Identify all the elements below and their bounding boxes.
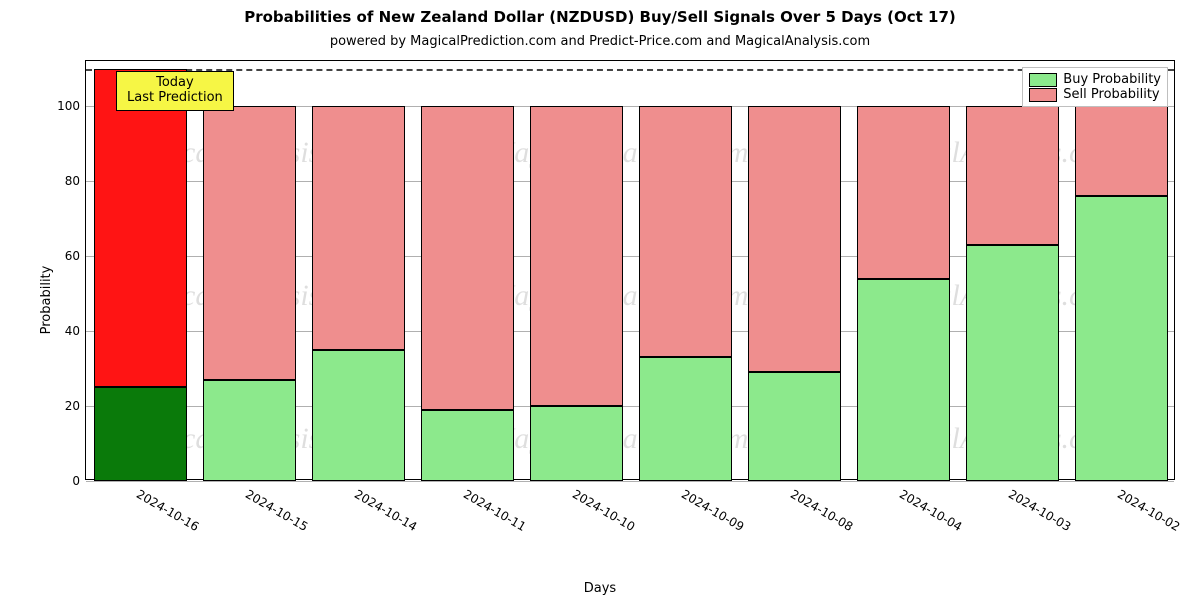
- legend-swatch: [1029, 88, 1057, 102]
- y-tick: 80: [65, 174, 80, 188]
- sell-bar: [530, 106, 624, 406]
- figure: Probabilities of New Zealand Dollar (NZD…: [0, 0, 1200, 600]
- sell-bar: [421, 106, 515, 410]
- chart-title: Probabilities of New Zealand Dollar (NZD…: [0, 8, 1200, 26]
- annotation-line2: Last Prediction: [127, 90, 223, 105]
- x-tick: 2024-10-09: [679, 487, 746, 534]
- annotation-line1: Today: [156, 75, 194, 90]
- y-axis-label: Probability: [39, 266, 54, 335]
- buy-bar: [530, 406, 624, 481]
- plot-area: MagicalAnalysis.comMagicalAnalysis.comMa…: [85, 60, 1175, 480]
- buy-bar: [639, 357, 733, 481]
- buy-bar: [94, 387, 188, 481]
- buy-bar: [1075, 196, 1169, 481]
- x-tick: 2024-10-02: [1115, 487, 1182, 534]
- sell-bar: [748, 106, 842, 372]
- sell-bar: [639, 106, 733, 357]
- y-tick: 20: [65, 399, 80, 413]
- sell-bar: [857, 106, 951, 279]
- y-tick: 40: [65, 324, 80, 338]
- buy-bar: [966, 245, 1060, 481]
- sell-bar: [966, 106, 1060, 245]
- y-tick: 100: [57, 99, 80, 113]
- x-axis-label: Days: [0, 581, 1200, 596]
- sell-bar: [312, 106, 406, 350]
- legend-label: Buy Probability: [1063, 72, 1161, 87]
- gridline: [86, 481, 1174, 482]
- legend-item: Buy Probability: [1029, 72, 1161, 87]
- y-tick: 60: [65, 249, 80, 263]
- legend-label: Sell Probability: [1063, 87, 1159, 102]
- x-tick: 2024-10-08: [788, 487, 855, 534]
- legend-item: Sell Probability: [1029, 87, 1161, 102]
- buy-bar: [312, 350, 406, 481]
- today-annotation: Today Last Prediction: [116, 71, 234, 111]
- x-tick: 2024-10-03: [1006, 487, 1073, 534]
- x-tick: 2024-10-16: [134, 487, 201, 534]
- buy-bar: [421, 410, 515, 481]
- bars-layer: [86, 61, 1174, 479]
- x-tick: 2024-10-04: [897, 487, 964, 534]
- sell-bar: [203, 106, 297, 380]
- buy-bar: [203, 380, 297, 481]
- x-tick: 2024-10-10: [570, 487, 637, 534]
- x-tick: 2024-10-14: [352, 487, 419, 534]
- chart-subtitle: powered by MagicalPrediction.com and Pre…: [0, 34, 1200, 49]
- y-tick: 0: [72, 474, 80, 488]
- legend-swatch: [1029, 73, 1057, 87]
- x-tick: 2024-10-11: [461, 487, 528, 534]
- sell-bar: [94, 69, 188, 388]
- legend: Buy ProbabilitySell Probability: [1022, 67, 1168, 107]
- x-tick: 2024-10-15: [243, 487, 310, 534]
- buy-bar: [748, 372, 842, 481]
- sell-bar: [1075, 106, 1169, 196]
- buy-bar: [857, 279, 951, 482]
